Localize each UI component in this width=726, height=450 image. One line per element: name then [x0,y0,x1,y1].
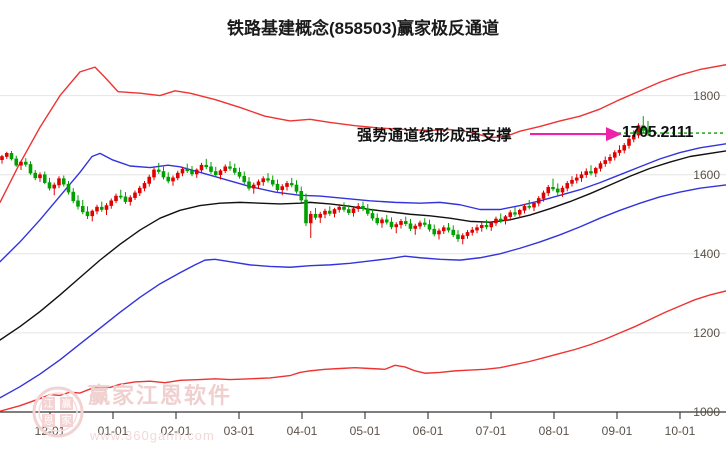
y-axis-tick-label: 1000 [693,405,720,419]
x-axis-ticks [49,412,681,419]
x-axis-tick-label: 01-01 [97,424,129,438]
seal-char-1: 赢 [62,397,72,410]
annotation-layer [530,127,726,142]
x-axis-tick-label: 06-01 [412,424,444,438]
x-axis-tick-label: 09-01 [601,424,633,438]
seal-char-0: 江 [44,398,54,410]
seal-char-2: 恩 [44,415,54,427]
channel-lines [0,64,726,412]
y-axis-tick-label: 1200 [693,325,720,340]
x-axis-tick-label: 07-01 [475,424,507,438]
x-axis-tick-label: 10-01 [664,424,696,438]
gridlines [0,95,726,334]
watermark-brand: 赢家江恩软件 [88,383,233,408]
x-axis-tick-label: 05-01 [349,424,381,438]
y-axis-tick-label: 1600 [693,167,720,182]
page-title: 铁路基建概念(858503)赢家极反通道 [226,19,500,38]
x-axis-tick-label: 08-01 [538,424,570,438]
x-axis-tick-label: 03-01 [223,424,255,438]
annotation-text: 强势通道线形成强支撑 [357,127,513,145]
watermark-url: www.360gann.com [90,428,215,443]
annotation-arrow-head [606,127,622,142]
seal-char-3: 家 [62,414,72,427]
x-axis-tick-label: 04-01 [286,424,318,438]
x-axis-tick-label: 02-01 [160,424,192,438]
last-price-label: 1705.2111 [622,124,694,142]
watermark-seal-logo: 江 赢 恩 家 [32,386,84,438]
y-axis-tick-label: 1400 [693,246,720,261]
y-axis-tick-label: 1800 [693,88,720,103]
candlestick-series [0,116,650,245]
